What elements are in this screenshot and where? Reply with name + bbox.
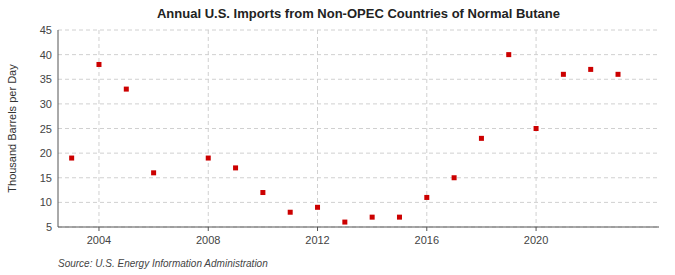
x-tick-mark [208,227,209,231]
y-grid-line [58,54,659,55]
data-point [315,205,320,210]
x-tick-label: 2004 [87,234,111,246]
x-tick-label: 2016 [415,234,439,246]
y-grid-line [58,177,659,178]
y-tick-label: 25 [40,123,52,135]
points [69,52,620,224]
y-grid-line [58,103,659,104]
source-note: Source: U.S. Energy Information Administ… [58,258,268,269]
grid [58,30,659,227]
data-point [479,136,484,141]
y-grid-line [58,227,659,228]
x-tick-mark [536,227,537,231]
data-point [288,210,293,215]
data-point [69,156,74,161]
x-tick-mark [98,227,99,231]
y-tick-label: 30 [40,98,52,110]
data-point [561,72,566,77]
x-tick-label: 2008 [196,234,220,246]
y-grid-line [58,153,659,154]
chart-title: Annual U.S. Imports from Non-OPEC Countr… [157,6,560,21]
data-point [424,195,429,200]
x-grid-line [98,30,99,227]
data-point [588,67,593,72]
y-tick-label: 10 [40,196,52,208]
x-tick-label: 2020 [524,234,548,246]
y-tick-label: 35 [40,73,52,85]
y-tick-label: 20 [40,147,52,159]
data-point [206,156,211,161]
x-tick-label: 2012 [305,234,329,246]
y-tick-label: 40 [40,49,52,61]
y-grid-line [58,128,659,129]
x-axis-line [58,227,659,228]
data-point [260,190,265,195]
data-point [151,170,156,175]
data-point [96,62,101,67]
data-point [124,87,129,92]
y-grid-line [58,30,659,31]
data-point [616,72,621,77]
x-grid-line [317,30,318,227]
axes: 5 10 15 20 25 30 35 40 45 2004 2008 2012 2016 2020 [40,24,659,246]
y-axis-label: Thousand Barrels per Day [6,64,18,193]
data-point [370,215,375,220]
x-grid-line [208,30,209,227]
data-point [342,220,347,225]
y-tick-label: 5 [46,221,52,233]
y-tick-label: 15 [40,172,52,184]
data-point [534,126,539,131]
data-point [233,165,238,170]
chart-svg: Annual U.S. Imports from Non-OPEC Countr… [0,0,675,275]
data-point [452,175,457,180]
y-axis-line [58,30,59,227]
data-point [506,52,511,57]
x-tick-mark [426,227,427,231]
y-tick-label: 45 [40,24,52,36]
data-point [397,215,402,220]
y-grid-line [58,79,659,80]
y-grid-line [58,202,659,203]
x-tick-mark [317,227,318,231]
